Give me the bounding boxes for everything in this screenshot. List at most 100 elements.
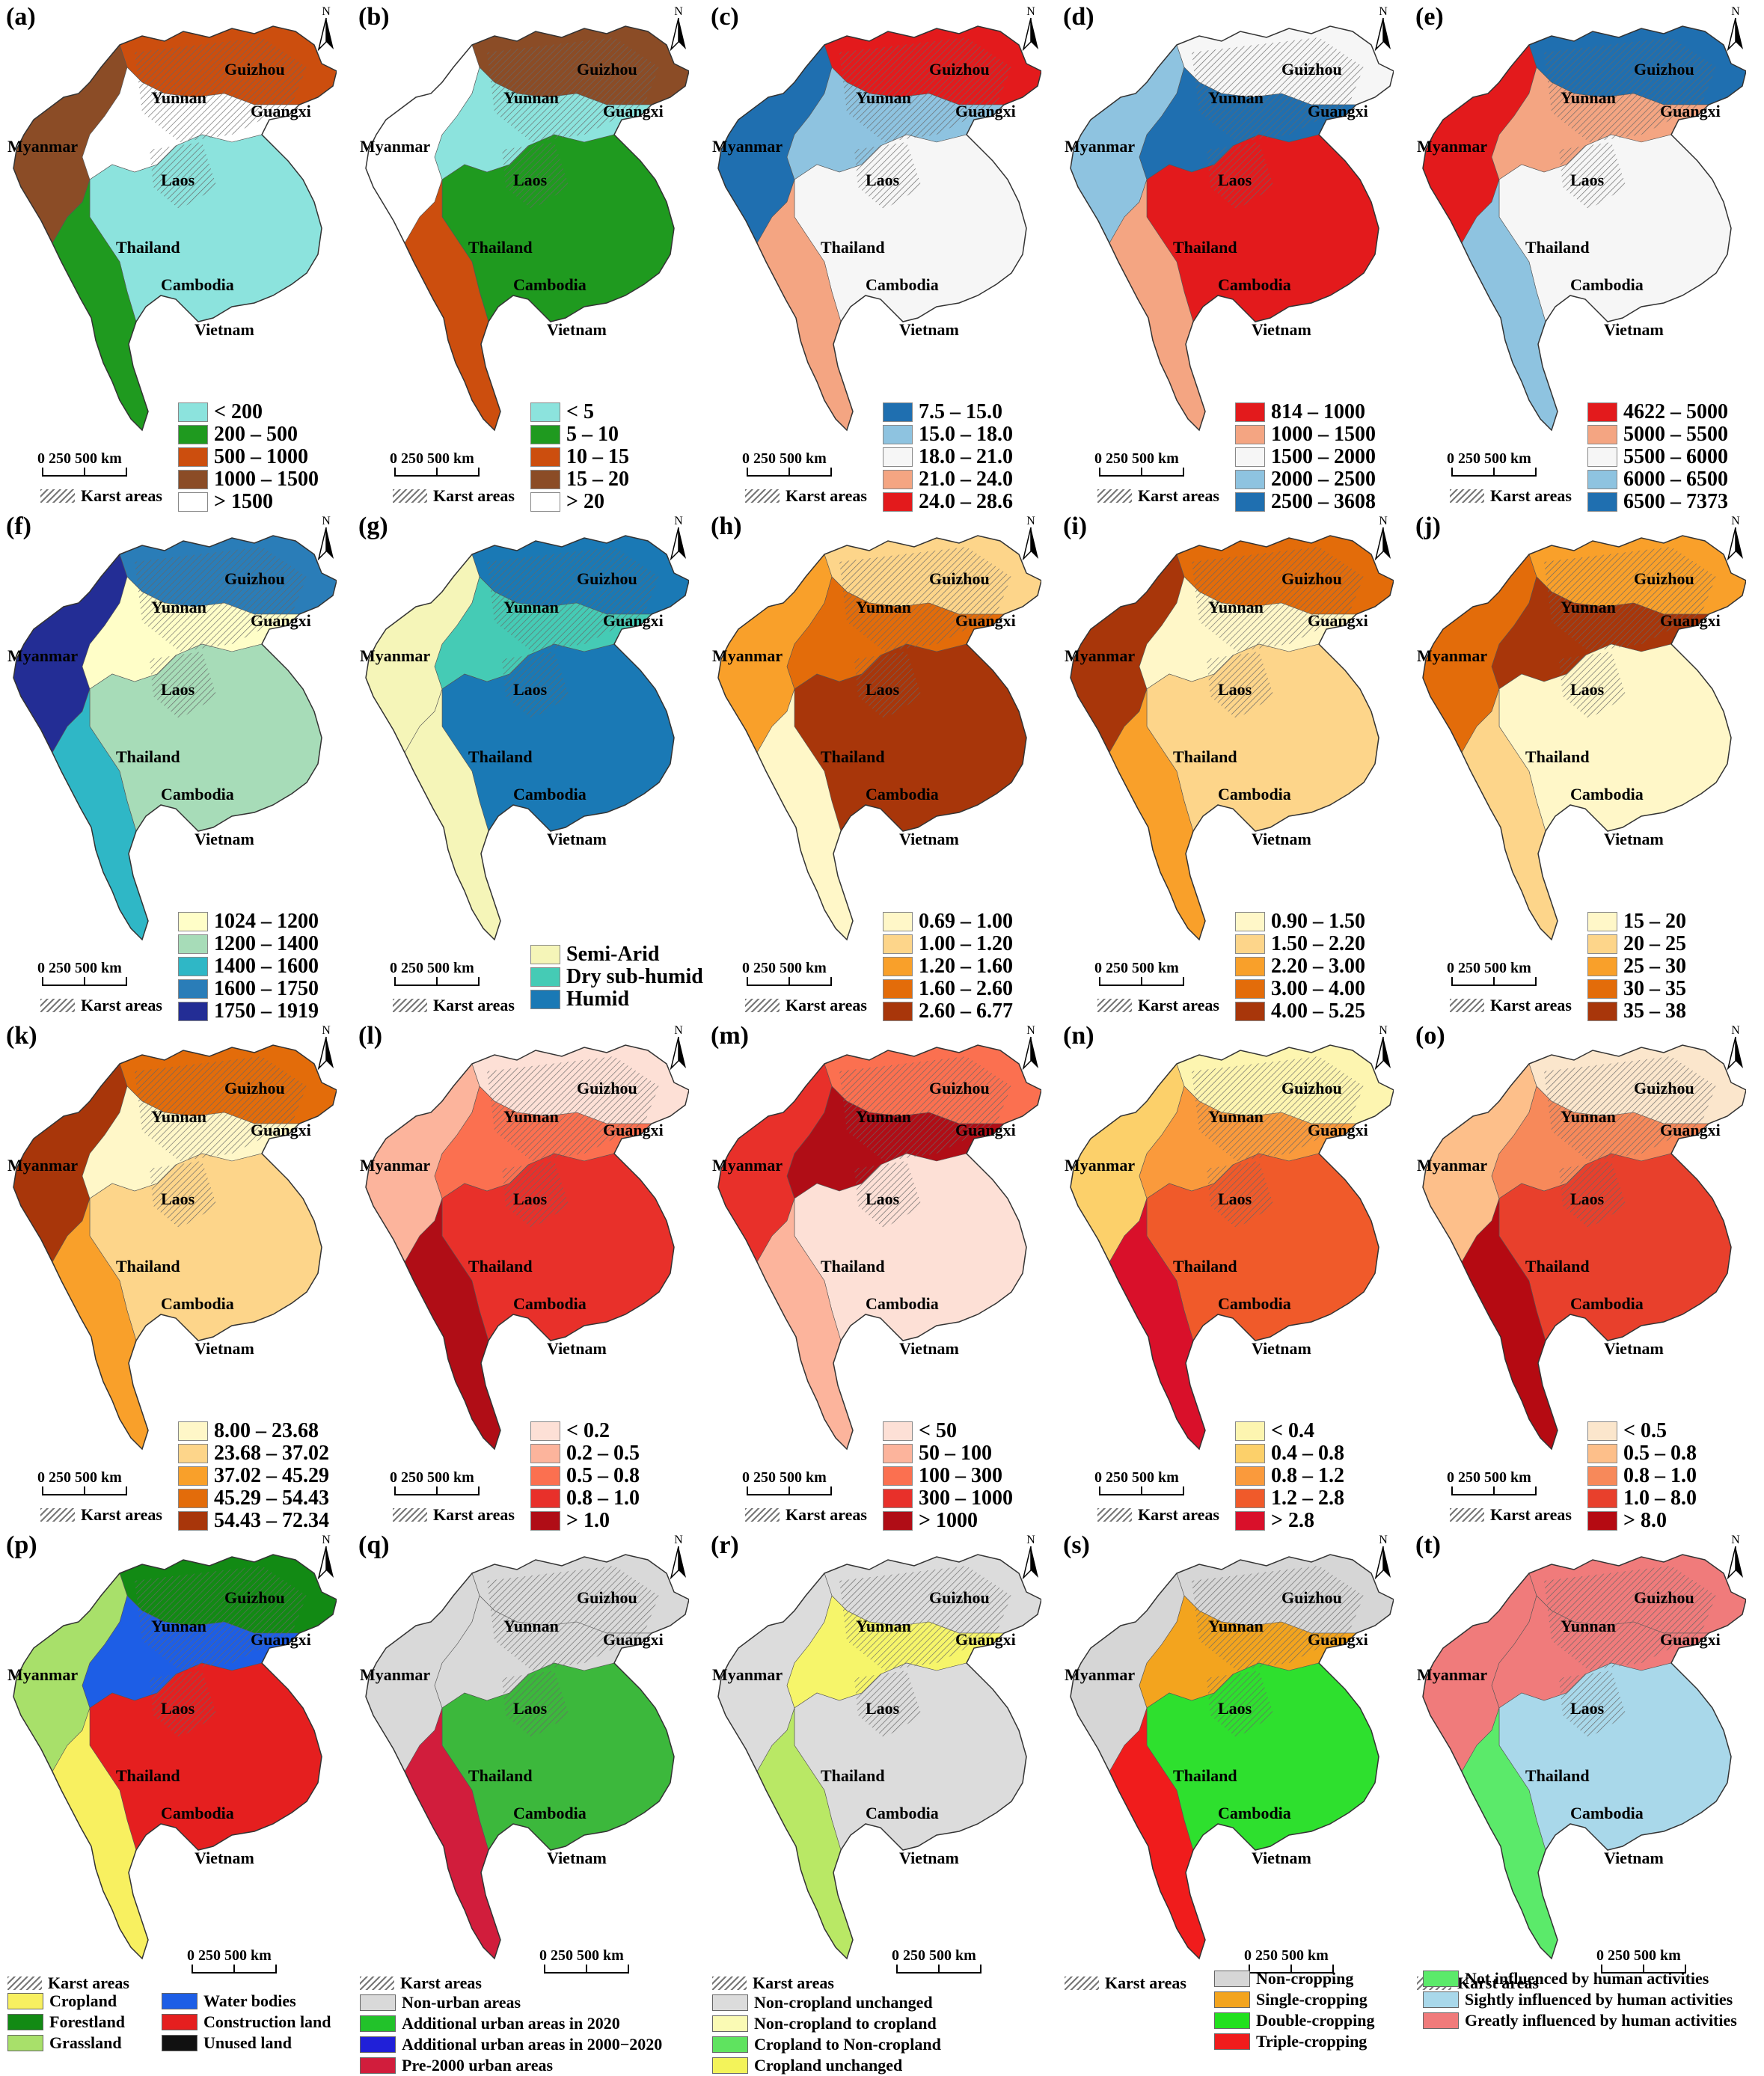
north-arrow-right-half: [1031, 18, 1038, 49]
map-place-label: Guizhou: [1634, 1588, 1694, 1607]
legend-swatch: [530, 1466, 560, 1486]
map-place-label: Guizhou: [1281, 1079, 1342, 1097]
legend-swatch: [178, 425, 208, 444]
scale-line: [1451, 977, 1537, 986]
legend-item: 1.2 – 2.8: [1235, 1486, 1344, 1510]
karst-legend-label: Karst areas: [753, 1974, 834, 1992]
map-place-label: Cambodia: [161, 275, 234, 294]
legend-label: 7.5 – 15.0: [919, 400, 1002, 423]
karst-hatch-area: [1544, 1566, 1716, 1671]
map-legend: Not influenced by human activities Sightl…: [1423, 1968, 1737, 2031]
scale-numbers: 0 250 500 km: [539, 1947, 624, 1964]
north-arrow-icon: N: [1374, 5, 1391, 52]
map-legend: 8.00 – 23.68 23.68 – 37.02 37.02 – 45.29 45…: [178, 1419, 329, 1532]
map-place-label: Yunnan: [151, 88, 206, 107]
karst-hatch-area: [502, 1671, 569, 1738]
map-place-label: Laos: [866, 1189, 900, 1208]
legend-label: Humid: [566, 988, 630, 1011]
map-place-label: Thailand: [468, 238, 533, 257]
map-outline: [717, 535, 1041, 941]
legend-label: 5000 – 5500: [1623, 423, 1728, 446]
legend-item: < 50: [883, 1419, 1013, 1442]
map-place-label: Yunnan: [151, 598, 206, 616]
map-place-label: Cambodia: [1570, 1804, 1644, 1822]
panel-label: (a): [6, 3, 36, 31]
legend-item: 20 – 25: [1587, 932, 1686, 955]
legend-swatch: [712, 1994, 748, 2011]
legend-item: 1024 – 1200: [178, 910, 319, 933]
map-outline: [717, 1044, 1041, 1451]
map-place-label: Guizhou: [1634, 60, 1694, 79]
map-place-label: Laos: [161, 1699, 195, 1718]
legend-label: 500 – 1000: [214, 445, 308, 468]
karst-hatch-area: [1192, 37, 1364, 142]
legend-swatch: [178, 1444, 208, 1463]
legend-item: 37.02 – 45.29: [178, 1464, 329, 1487]
map-outline: [13, 1044, 337, 1451]
karst-legend-label: Karst areas: [1105, 1974, 1186, 1992]
legend-swatch: [360, 1994, 396, 2011]
panel-label: (j): [1415, 512, 1441, 540]
legend-label: Dry sub-humid: [566, 965, 703, 988]
panel-label: (p): [6, 1531, 37, 1559]
karst-hatch-area: [1559, 142, 1626, 209]
scale-numbers: 0 250 500 km: [742, 960, 827, 976]
legend-label: 5500 – 6000: [1623, 445, 1728, 468]
panel-label: (r): [711, 1531, 739, 1559]
legend-label: 10 – 15: [566, 445, 629, 468]
legend-label: 2.60 – 6.77: [919, 999, 1013, 1023]
region-map: [1070, 25, 1394, 432]
legend-item: > 1000: [883, 1509, 1013, 1532]
legend-label: 1.00 – 1.20: [919, 932, 1013, 955]
scale-line: [1249, 1965, 1334, 1974]
map-place-label: Myanmar: [360, 1156, 431, 1175]
legend-label: Cropland: [49, 1991, 117, 2010]
north-arrow-right-half: [1383, 1037, 1391, 1068]
scale-line: [747, 977, 832, 986]
legend-label: Semi-Arid: [566, 943, 660, 966]
legend-label: 18.0 – 21.0: [919, 445, 1013, 468]
legend-swatch: [530, 470, 560, 489]
karst-hatch-area: [1207, 652, 1274, 719]
map-panel: (a) N Guizhou Yunnan Guangxi Myanmar Laos Thail…: [0, 0, 352, 513]
scale-bar: 0 250 500 km: [37, 450, 165, 477]
map-place-label: Laos: [161, 1189, 195, 1208]
north-arrow-right-half: [679, 1037, 686, 1068]
panel-label: (i): [1063, 512, 1088, 540]
region-map: [1422, 1554, 1746, 1960]
legend-swatch: [1587, 1489, 1617, 1508]
legend-swatch: [178, 492, 208, 512]
map-place-label: Vietnam: [1604, 1849, 1664, 1867]
map-outline: [365, 1554, 689, 1960]
north-arrow-right-half: [679, 1546, 686, 1578]
map-place-label: Cambodia: [1570, 275, 1644, 294]
scale-numbers: 0 250 500 km: [1244, 1947, 1329, 1964]
legend-item: Non-cropping: [1214, 1968, 1375, 1989]
map-place-label: Myanmar: [712, 137, 783, 156]
scale-line: [192, 1965, 277, 1974]
scale-bar: 0 250 500 km: [1447, 1469, 1574, 1495]
karst-legend-label: Karst areas: [1138, 486, 1219, 505]
map-place-label: Vietnam: [195, 1849, 254, 1867]
karst-hatch-area: [487, 37, 659, 142]
scale-line: [747, 468, 832, 477]
karst-hatch-area: [854, 652, 922, 719]
legend-label: 4622 – 5000: [1623, 400, 1728, 423]
legend-label: 0.5 – 0.8: [1623, 1442, 1697, 1465]
karst-hatch-area: [135, 37, 307, 142]
map-place-label: Myanmar: [1065, 1665, 1136, 1684]
region-map: [1070, 535, 1394, 941]
legend-label: 1200 – 1400: [214, 932, 319, 955]
legend-item: 6500 – 7373: [1587, 490, 1728, 513]
north-arrow-left-half: [1374, 1036, 1384, 1071]
legend-label: 1.60 – 2.60: [919, 977, 1013, 1000]
map-panel: (o) N Guizhou Yunnan Guangxi Myanmar Laos Thail…: [1409, 1019, 1761, 1532]
map-outline: [13, 25, 337, 432]
panel-label: (d): [1063, 3, 1094, 31]
map-place-label: Yunnan: [503, 598, 559, 616]
north-arrow-left-half: [1727, 527, 1736, 561]
legend-swatch: [883, 402, 913, 422]
panel-label: (o): [1415, 1022, 1445, 1050]
legend-swatch: [1235, 492, 1265, 512]
